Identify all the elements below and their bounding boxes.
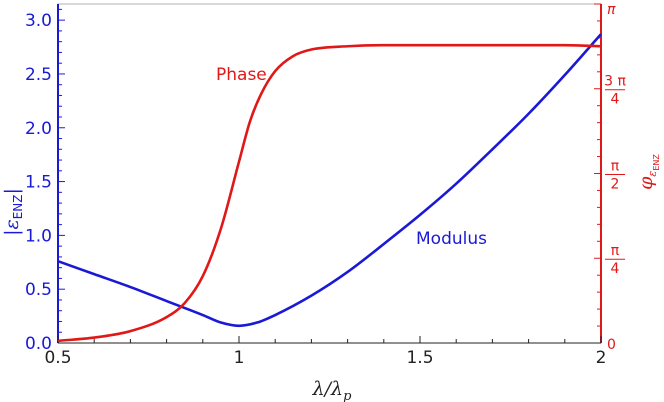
svg-text:3 π: 3 π [604, 74, 626, 90]
svg-text:4: 4 [611, 92, 620, 108]
x-tick-label: 0.5 [44, 348, 71, 368]
series-layer [57, 33, 602, 343]
left-tick-label: 1.5 [25, 173, 52, 193]
right-tick-label: 3 π4 [604, 74, 626, 108]
right-tick-label: π [607, 2, 616, 18]
left-tick-label: 1.0 [25, 226, 52, 246]
modulus-series-label: Modulus [416, 229, 487, 249]
phase-series-label: Phase [216, 65, 267, 85]
x-tick-label: 1.5 [406, 348, 433, 368]
left-tick-label: 2.0 [25, 119, 52, 139]
right-y-axis-title: φεENZ [635, 154, 661, 190]
left-tick-label: 0.0 [25, 334, 52, 354]
modulus-series-line [57, 33, 602, 328]
x-axis-title: λ/λp [312, 378, 353, 402]
plot-frame [57, 3, 602, 344]
left-y-axis-title: |εENZ| [1, 188, 25, 236]
svg-text:2: 2 [611, 176, 620, 192]
svg-text:π: π [611, 158, 620, 174]
svg-text:π: π [611, 243, 620, 259]
left-y-axis: 0.0 0.5 1.0 1.5 2.0 2.5 3.0 [25, 4, 65, 354]
x-axis: 0.5 1 1.5 2 [44, 336, 606, 368]
right-tick-label: 0 [607, 337, 616, 353]
right-tick-label: π4 [605, 243, 625, 277]
left-tick-label: 2.5 [25, 65, 52, 85]
x-tick-label: 2 [596, 348, 607, 368]
left-tick-label: 0.5 [25, 280, 52, 300]
phase-series-line [57, 43, 602, 343]
right-tick-label: π2 [605, 158, 625, 192]
x-tick-label: 1 [234, 348, 245, 368]
svg-text:4: 4 [611, 261, 620, 277]
left-tick-label: 3.0 [25, 11, 52, 31]
